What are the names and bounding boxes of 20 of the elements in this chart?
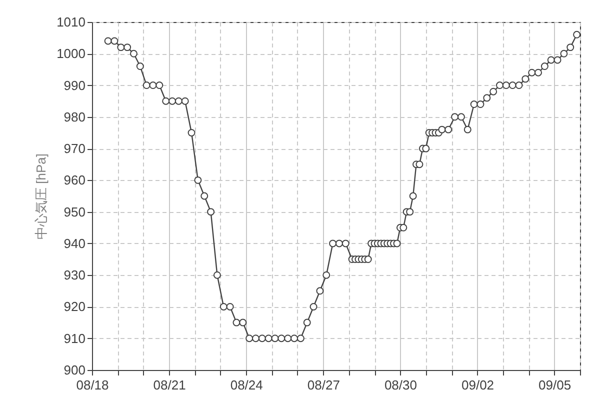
y-axis-title: 中心気圧 [hPa] <box>34 154 49 240</box>
y-tick-label: 920 <box>64 299 86 314</box>
y-tick-label: 1010 <box>56 14 86 30</box>
x-tick-label: 08/27 <box>307 378 340 392</box>
x-tick-label: 08/21 <box>153 378 186 392</box>
y-tick-label: 950 <box>64 204 86 220</box>
y-tick-label: 940 <box>64 236 86 251</box>
y-tick-label: 980 <box>64 109 86 124</box>
y-tick-label: 1000 <box>56 46 86 62</box>
y-tick-label: 910 <box>64 330 86 346</box>
x-tick-label: 08/24 <box>230 378 263 392</box>
y-tick-label: 970 <box>64 141 86 156</box>
y-tick-label: 990 <box>64 78 86 93</box>
x-tick-label: 08/30 <box>384 378 417 392</box>
y-tick-label: 900 <box>64 362 86 378</box>
x-tick-label: 09/05 <box>538 378 572 392</box>
x-tick-label: 09/02 <box>461 378 494 392</box>
x-tick-label: 08/18 <box>76 378 109 392</box>
y-tick-label: 960 <box>64 172 86 188</box>
y-tick-label: 930 <box>64 268 86 283</box>
